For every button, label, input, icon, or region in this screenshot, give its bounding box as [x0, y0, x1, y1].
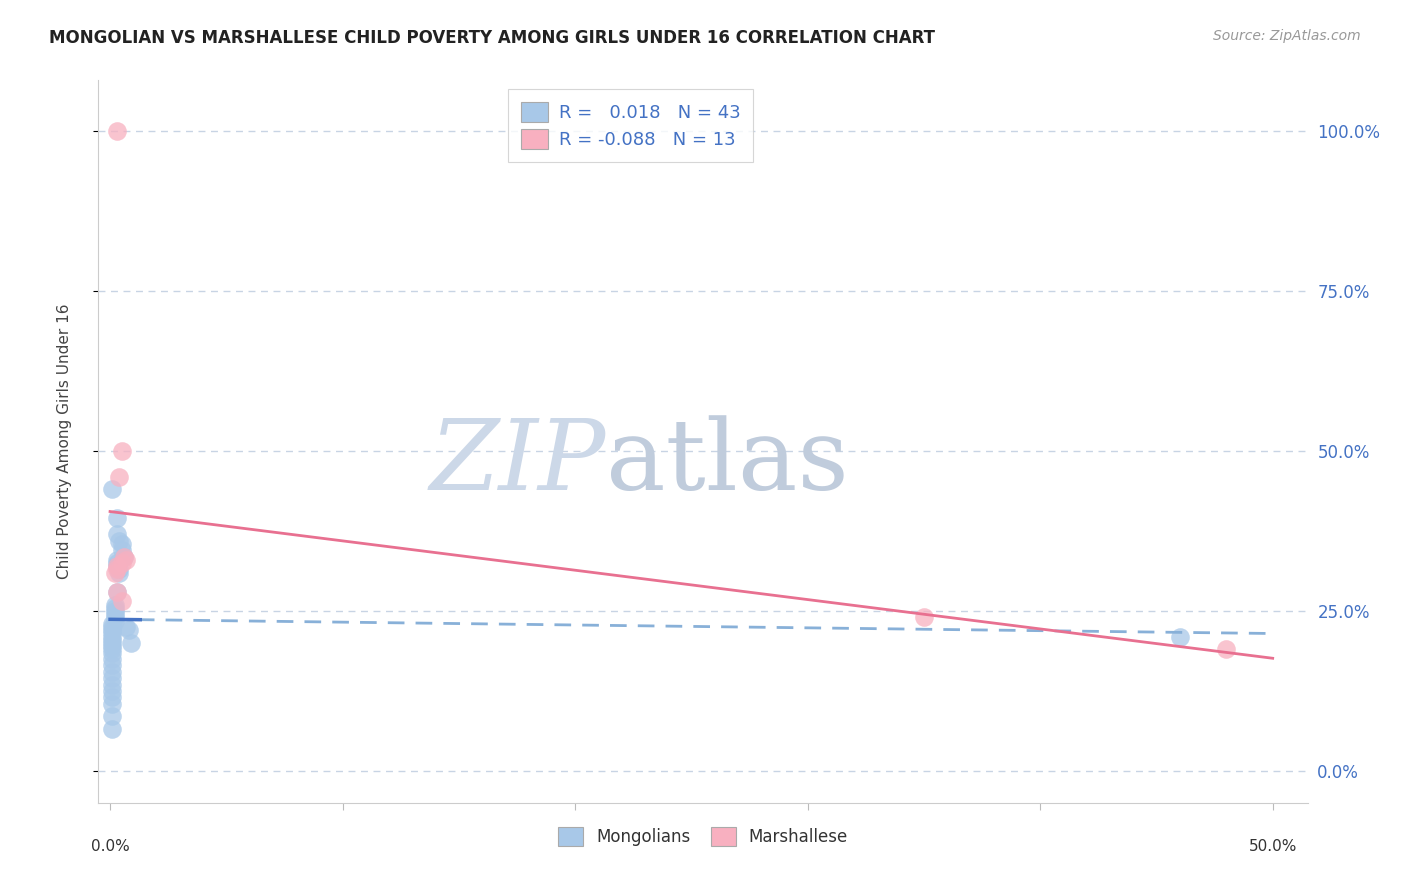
Point — [101, 690, 124, 705]
Point — [101, 483, 124, 497]
Point — [112, 549, 135, 564]
Point — [101, 723, 124, 737]
Point — [112, 549, 135, 564]
Text: Source: ZipAtlas.com: Source: ZipAtlas.com — [1213, 29, 1361, 43]
Point — [104, 614, 127, 628]
Point — [101, 620, 124, 634]
Point — [111, 543, 134, 558]
Point — [108, 566, 131, 580]
Point — [101, 636, 124, 650]
Point — [111, 444, 134, 458]
Point — [101, 697, 124, 711]
Point — [105, 562, 128, 576]
Point — [101, 623, 124, 637]
Point — [101, 639, 124, 653]
Point — [111, 594, 134, 608]
Point — [105, 584, 128, 599]
Point — [105, 527, 128, 541]
Point — [105, 559, 128, 574]
Point — [104, 610, 127, 624]
Y-axis label: Child Poverty Among Girls Under 16: Child Poverty Among Girls Under 16 — [58, 304, 72, 579]
Point — [105, 559, 128, 574]
Point — [101, 684, 124, 698]
Point — [1215, 642, 1237, 657]
Point — [111, 537, 134, 551]
Point — [101, 630, 124, 644]
Point — [1168, 630, 1191, 644]
Point — [101, 709, 124, 723]
Point — [104, 607, 127, 622]
Point — [101, 671, 124, 685]
Point — [105, 511, 128, 525]
Point — [105, 556, 128, 570]
Point — [108, 469, 131, 483]
Text: atlas: atlas — [606, 416, 849, 511]
Point — [105, 553, 128, 567]
Point — [101, 665, 124, 679]
Point — [105, 124, 128, 138]
Text: 50.0%: 50.0% — [1249, 838, 1296, 854]
Point — [101, 677, 124, 691]
Point — [104, 598, 127, 612]
Text: ZIP: ZIP — [430, 416, 606, 511]
Point — [101, 616, 124, 631]
Point — [115, 620, 138, 634]
Point — [115, 553, 138, 567]
Point — [118, 623, 141, 637]
Point — [111, 556, 134, 570]
Point — [101, 632, 124, 647]
Point — [105, 584, 128, 599]
Point — [104, 604, 127, 618]
Point — [120, 636, 142, 650]
Text: MONGOLIAN VS MARSHALLESE CHILD POVERTY AMONG GIRLS UNDER 16 CORRELATION CHART: MONGOLIAN VS MARSHALLESE CHILD POVERTY A… — [49, 29, 935, 46]
Point — [912, 610, 935, 624]
Text: 0.0%: 0.0% — [90, 838, 129, 854]
Point — [108, 533, 131, 548]
Point — [101, 658, 124, 673]
Point — [101, 646, 124, 660]
Point — [108, 562, 131, 576]
Point — [101, 642, 124, 657]
Point — [104, 566, 127, 580]
Point — [101, 626, 124, 640]
Point — [104, 600, 127, 615]
Legend: Mongolians, Marshallese: Mongolians, Marshallese — [544, 814, 862, 860]
Point — [101, 652, 124, 666]
